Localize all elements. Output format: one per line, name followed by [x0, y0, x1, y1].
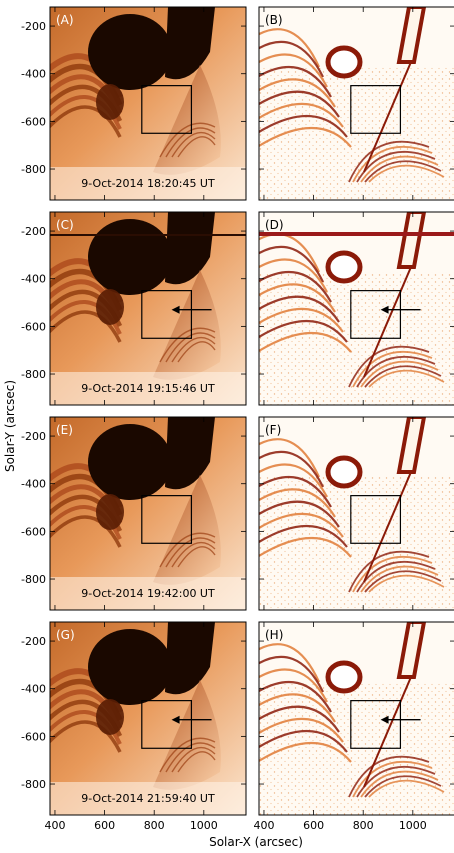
panel-frame — [258, 211, 454, 406]
y-tick-label: -400 — [21, 273, 46, 286]
panel-label: (A) — [56, 13, 74, 27]
roi-box — [141, 85, 193, 134]
panel-f: (F) — [258, 416, 454, 611]
timestamp: 9-Oct-2014 19:42:00 UT — [81, 587, 215, 600]
panel-e: (E) 9-Oct-2014 19:42:00 UT — [49, 416, 247, 611]
streamer-edge — [396, 212, 427, 269]
dark-streamer — [165, 622, 215, 695]
panel-frame — [49, 6, 247, 201]
y-tick-label: -200 — [21, 635, 46, 648]
panel-h: (H) — [258, 621, 454, 816]
panel-a: (A) 9-Oct-2014 18:20:45 UT — [49, 6, 247, 201]
panel-label: (C) — [56, 218, 74, 232]
cme-front — [153, 680, 221, 790]
x-tick-label: 1000 — [190, 819, 218, 832]
euv-image — [50, 212, 246, 405]
y-tick-label: -200 — [21, 430, 46, 443]
difference-image — [259, 7, 454, 200]
y-tick-label: -600 — [21, 115, 46, 128]
panel-frame — [49, 211, 247, 406]
panel-label: (G) — [56, 628, 75, 642]
timestamp: 9-Oct-2014 19:15:46 UT — [81, 382, 215, 395]
active-region — [88, 219, 172, 295]
euv-image — [50, 622, 246, 815]
y-tick-label: -600 — [21, 525, 46, 538]
roi-box — [141, 290, 193, 339]
x-tick-label: 800 — [353, 819, 374, 832]
cme-front — [153, 270, 221, 380]
y-tick-label: -600 — [21, 320, 46, 333]
artifact-line — [259, 232, 454, 236]
timestamp: 9-Oct-2014 18:20:45 UT — [81, 177, 215, 190]
euv-image — [50, 417, 246, 610]
panel-label: (H) — [265, 628, 283, 642]
panel-c: (C) 9-Oct-2014 19:15:46 UT — [49, 211, 247, 406]
euv-image — [50, 7, 246, 200]
arrow-head — [380, 305, 389, 314]
x-tick-label: 600 — [94, 819, 115, 832]
panel-frame — [258, 416, 454, 611]
active-region — [88, 14, 172, 90]
x-tick-label: 600 — [303, 819, 324, 832]
streamer-edge — [396, 7, 427, 64]
bright-core — [325, 45, 363, 79]
cme-front — [153, 65, 221, 175]
panel-label: (F) — [265, 423, 281, 437]
timestamp: 9-Oct-2014 21:59:40 UT — [81, 792, 215, 805]
roi-box — [350, 495, 402, 544]
bright-core — [325, 250, 363, 284]
arrow-head — [171, 715, 180, 724]
panel-b: (B) — [258, 6, 454, 201]
x-axis-title: Solar-X (arcsec) — [209, 835, 303, 849]
panel-label: (D) — [265, 218, 284, 232]
x-tick-label: 1000 — [399, 819, 427, 832]
x-tick-label: 800 — [144, 819, 165, 832]
panel-label: (E) — [56, 423, 73, 437]
bright-core — [325, 660, 363, 694]
streamer-edge — [396, 417, 427, 474]
roi-box — [350, 290, 402, 339]
dark-streamer — [165, 417, 215, 490]
y-tick-label: -800 — [21, 368, 46, 381]
dark-streamer — [165, 7, 215, 80]
difference-image — [259, 212, 454, 405]
y-tick-label: -800 — [21, 778, 46, 791]
active-region — [88, 424, 172, 500]
panel-d: (D) — [258, 211, 454, 406]
panel-frame — [49, 621, 247, 816]
difference-image — [259, 417, 454, 610]
x-tick-label: 400 — [44, 819, 65, 832]
y-axis-title: Solar-Y (arcsec) — [3, 380, 17, 472]
y-tick-label: -200 — [21, 20, 46, 33]
roi-box — [141, 700, 193, 749]
difference-image — [259, 622, 454, 815]
panel-g: (G) 9-Oct-2014 21:59:40 UT — [49, 621, 247, 816]
y-tick-label: -400 — [21, 683, 46, 696]
y-tick-label: -800 — [21, 163, 46, 176]
roi-box — [350, 700, 402, 749]
y-tick-label: -200 — [21, 225, 46, 238]
y-tick-label: -800 — [21, 573, 46, 586]
streamer-edge — [396, 622, 427, 679]
arrow-head — [380, 715, 389, 724]
roi-box — [141, 495, 193, 544]
arrow-head — [171, 305, 180, 314]
dark-streamer — [165, 212, 215, 285]
active-region — [88, 629, 172, 705]
y-tick-label: -400 — [21, 478, 46, 491]
panel-frame — [258, 6, 454, 201]
bright-core — [325, 455, 363, 489]
panel-label: (B) — [265, 13, 283, 27]
panel-frame — [49, 416, 247, 611]
y-tick-label: -400 — [21, 68, 46, 81]
roi-box — [350, 85, 402, 134]
x-tick-label: 400 — [253, 819, 274, 832]
panel-frame — [258, 621, 454, 816]
cme-front — [153, 475, 221, 585]
y-tick-label: -600 — [21, 730, 46, 743]
